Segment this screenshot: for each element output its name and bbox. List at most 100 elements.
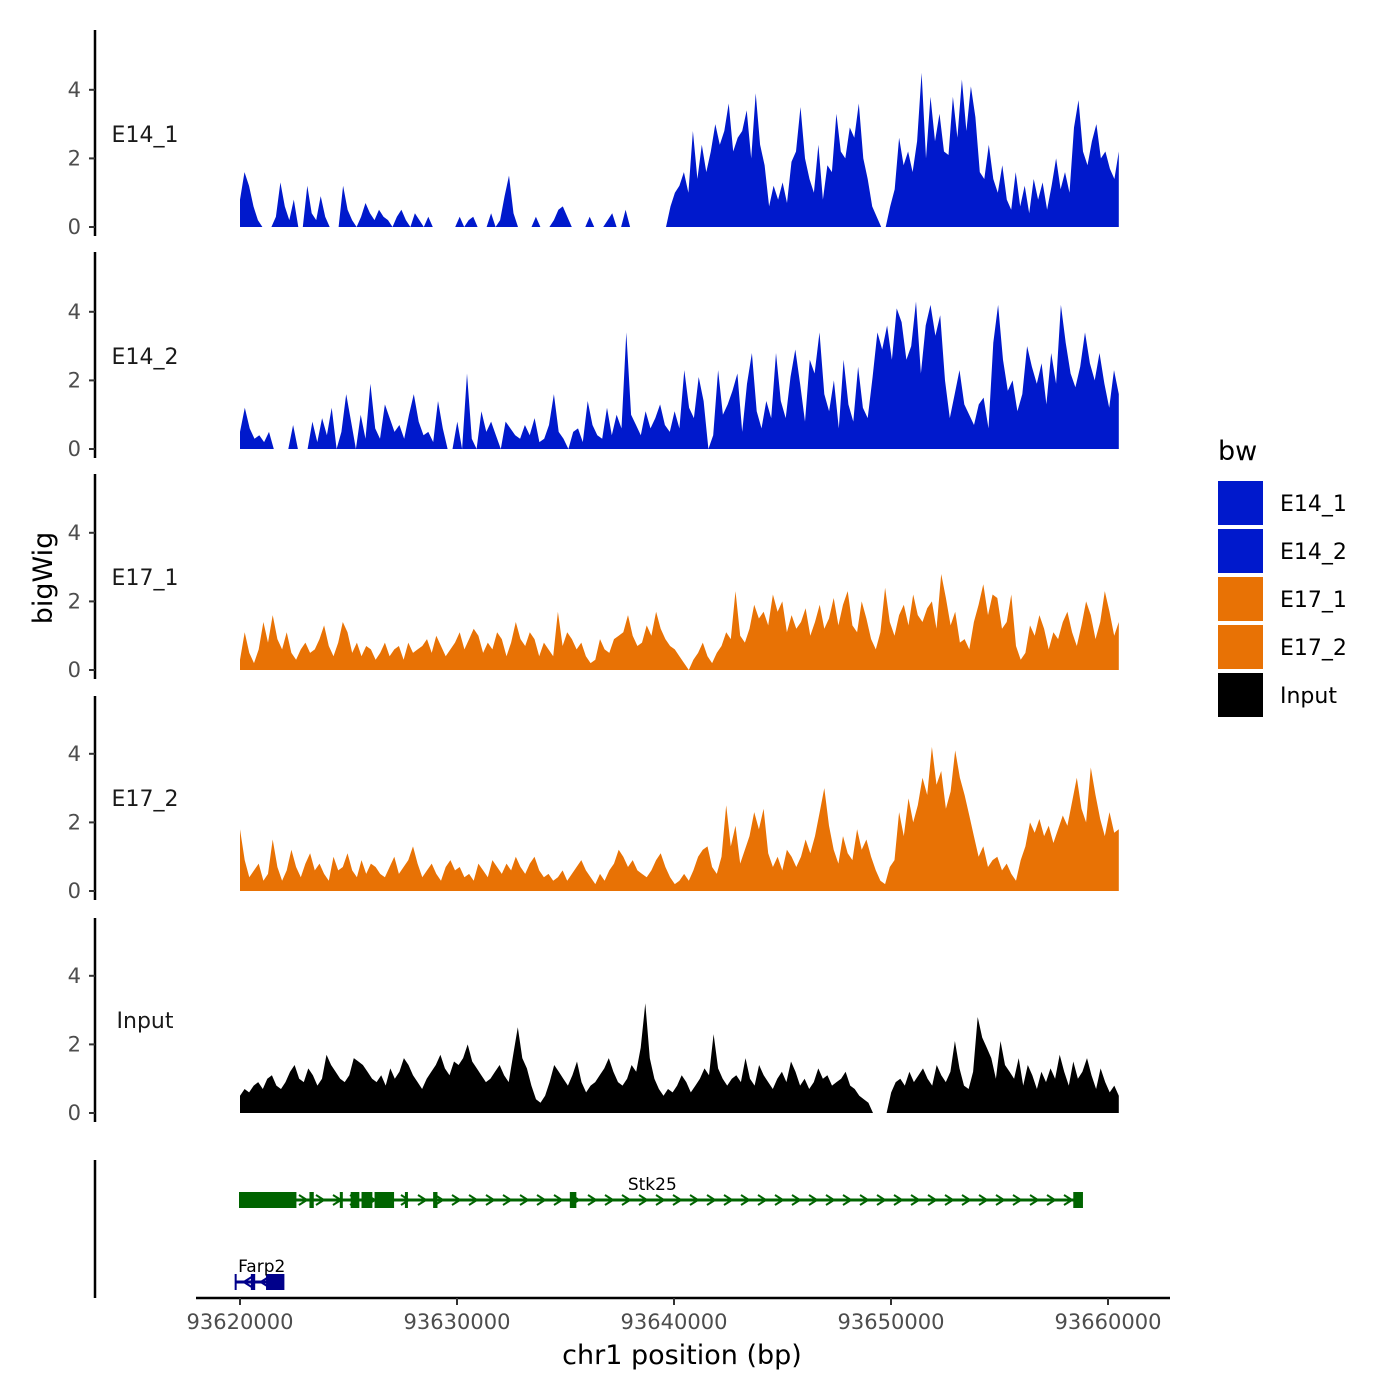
legend-swatch	[1218, 625, 1263, 669]
strand-chevron	[842, 1194, 853, 1206]
legend-label: E17_2	[1280, 636, 1347, 661]
area-E17_2	[240, 746, 1119, 891]
strand-chevron	[417, 1194, 428, 1206]
strand-chevron	[791, 1194, 802, 1206]
legend-label: E14_1	[1280, 492, 1347, 517]
strand-chevron	[961, 1194, 972, 1206]
y-tick-label: 2	[68, 146, 81, 170]
y-tick-label: 0	[68, 1101, 81, 1125]
legend-item-E17_2: E17_2	[1218, 625, 1347, 669]
x-tick-label: 93650000	[838, 1310, 945, 1334]
strand-chevron	[604, 1194, 615, 1206]
strand-chevron	[621, 1194, 632, 1206]
strand-chevron	[1046, 1194, 1057, 1206]
strand-chevron	[258, 1276, 270, 1288]
strand-chevron	[757, 1194, 768, 1206]
strand-chevron	[689, 1194, 700, 1206]
legend-item-E14_1: E14_1	[1218, 481, 1347, 525]
exon	[309, 1192, 314, 1208]
strand-chevron	[774, 1194, 785, 1206]
strand-chevron	[995, 1194, 1006, 1206]
y-axis-title: bigWig	[28, 532, 59, 625]
strand-chevron	[587, 1194, 598, 1206]
strand-chevron	[723, 1194, 734, 1206]
track-label: E17_2	[112, 787, 179, 812]
legend: bw E14_1 E14_2 E17_1 E17_2 Input	[1218, 436, 1347, 717]
area-E17_1	[240, 574, 1119, 670]
track-label: E14_2	[112, 345, 179, 370]
track-E17_2: 0 2 4 E17_2	[68, 696, 1119, 903]
strand-chevron	[315, 1194, 326, 1206]
strand-chevron	[655, 1194, 666, 1206]
exon	[361, 1192, 373, 1208]
legend-item-E14_2: E14_2	[1218, 529, 1347, 573]
strand-chevron	[485, 1194, 496, 1206]
exon	[350, 1192, 360, 1208]
strand-chevron	[451, 1194, 462, 1206]
strand-chevron	[808, 1194, 819, 1206]
strand-chevron	[876, 1194, 887, 1206]
strand-chevron	[1012, 1194, 1023, 1206]
legend-label: E14_2	[1280, 540, 1347, 565]
y-tick-label: 4	[68, 742, 81, 766]
strand-chevron	[825, 1194, 836, 1206]
strand-chevron	[502, 1194, 513, 1206]
bigwig-tracks: 0 2 4 E14_1 0 2 4 E14_2 0 2 4 E17_1 0 2 4 E17_2 0 2 4 Input	[68, 30, 1119, 1125]
gene-Farp2: Farp2	[234, 1257, 285, 1290]
strand-chevron	[536, 1194, 547, 1206]
x-tick-label: 93620000	[187, 1310, 294, 1334]
gene-label: Stk25	[628, 1175, 677, 1195]
strand-chevron	[672, 1194, 683, 1206]
strand-chevron	[859, 1194, 870, 1206]
y-tick-label: 2	[68, 810, 81, 834]
legend-label: E17_1	[1280, 588, 1347, 613]
legend-swatch	[1218, 529, 1263, 573]
x-tick-label: 93630000	[404, 1310, 511, 1334]
legend-swatch	[1218, 673, 1263, 717]
y-tick-label: 2	[68, 589, 81, 613]
y-tick-label: 0	[68, 879, 81, 903]
y-tick-label: 4	[68, 300, 81, 324]
legend-swatch	[1218, 577, 1263, 621]
y-tick-label: 2	[68, 368, 81, 392]
legend-swatch	[1218, 481, 1263, 525]
track-label: Input	[117, 1009, 174, 1034]
strand-chevron	[893, 1194, 904, 1206]
track-E14_2: 0 2 4 E14_2	[68, 252, 1119, 461]
gene-Stk25: Stk25	[239, 1175, 1083, 1208]
strand-chevron	[706, 1194, 717, 1206]
x-axis-title: chr1 position (bp)	[562, 1340, 802, 1371]
y-tick-label: 0	[68, 437, 81, 461]
strand-chevron	[519, 1194, 530, 1206]
track-label: E14_1	[112, 123, 179, 148]
strand-chevron	[468, 1194, 479, 1206]
track-Input: 0 2 4 Input	[68, 918, 1119, 1125]
exon	[374, 1192, 395, 1208]
strand-chevron	[927, 1194, 938, 1206]
legend-item-E17_1: E17_1	[1218, 577, 1347, 621]
area-E14_2	[240, 301, 1119, 449]
exon	[339, 1192, 343, 1208]
strand-chevron	[1063, 1194, 1074, 1206]
legend-label: Input	[1280, 684, 1337, 709]
y-tick-label: 4	[68, 521, 81, 545]
strand-chevron	[638, 1194, 649, 1206]
strand-chevron	[910, 1194, 921, 1206]
area-Input	[240, 1003, 1119, 1113]
strand-chevron	[298, 1194, 309, 1206]
legend-item-Input: Input	[1218, 673, 1337, 717]
y-tick-label: 0	[68, 658, 81, 682]
strand-chevron	[434, 1194, 445, 1206]
y-tick-label: 2	[68, 1032, 81, 1056]
area-E14_1	[240, 72, 1119, 227]
strand-chevron	[944, 1194, 955, 1206]
exon	[569, 1192, 577, 1208]
y-tick-label: 4	[68, 78, 81, 102]
legend-title: bw	[1218, 436, 1257, 467]
strand-chevron	[553, 1194, 564, 1206]
track-E17_1: 0 2 4 E17_1	[68, 474, 1119, 682]
x-tick-label: 93660000	[1055, 1310, 1162, 1334]
exon	[1073, 1192, 1082, 1208]
strand-chevron	[241, 1276, 253, 1288]
